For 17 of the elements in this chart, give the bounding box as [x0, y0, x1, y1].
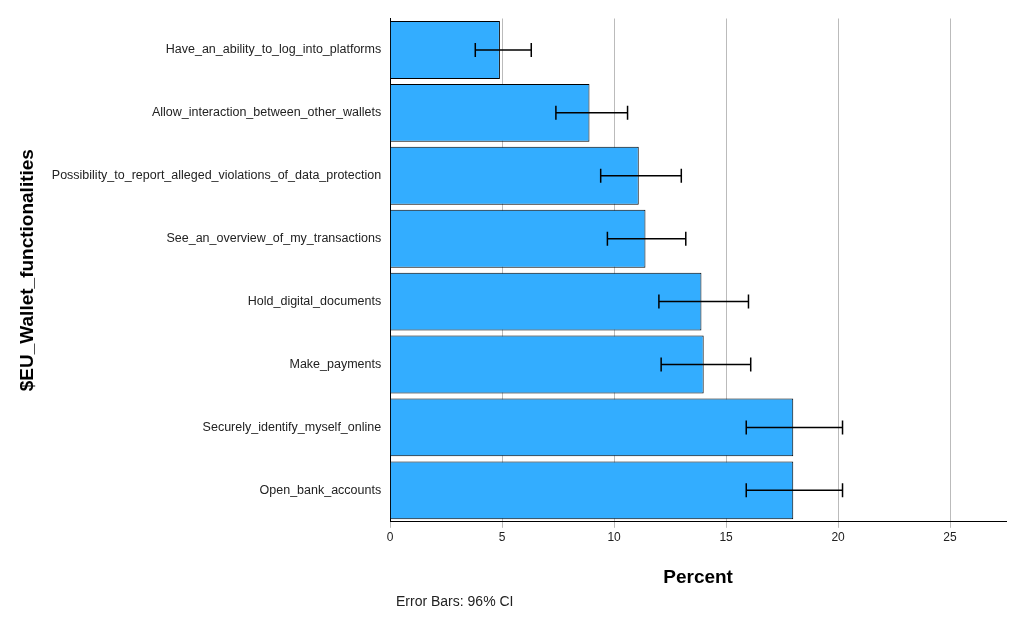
- x-tick-label: 5: [498, 530, 506, 545]
- x-tick-label: 20: [831, 530, 846, 545]
- y-tick-label: Allow_interaction_between_other_wallets: [151, 105, 382, 120]
- x-tick-label: 25: [943, 530, 958, 545]
- text: Error Bars: 96% CI: [396, 593, 515, 609]
- y-tick-label: See_an_overview_of_my_transactions: [166, 231, 382, 246]
- y-tick-label: Hold_digital_documents: [247, 294, 382, 309]
- y-tick-label: Possibility_to_report_alleged_violations_of_data_protection: [51, 168, 382, 183]
- y-tick-label: Have_an_ability_to_log_into_platforms: [165, 42, 382, 57]
- x-tick-label: 15: [719, 530, 734, 545]
- x-tick-label: 0: [386, 530, 394, 545]
- x-axis-title: Percent: [663, 565, 734, 587]
- y-axis-title: $EU_Wallet_functionalities: [15, 149, 37, 392]
- y-tick-label: Make_payments: [289, 356, 382, 371]
- y-tick-label: Securely_identify_myself_online: [202, 419, 382, 434]
- y-tick-label: Open_bank_accounts: [259, 482, 382, 497]
- x-tick-label: 10: [607, 530, 622, 545]
